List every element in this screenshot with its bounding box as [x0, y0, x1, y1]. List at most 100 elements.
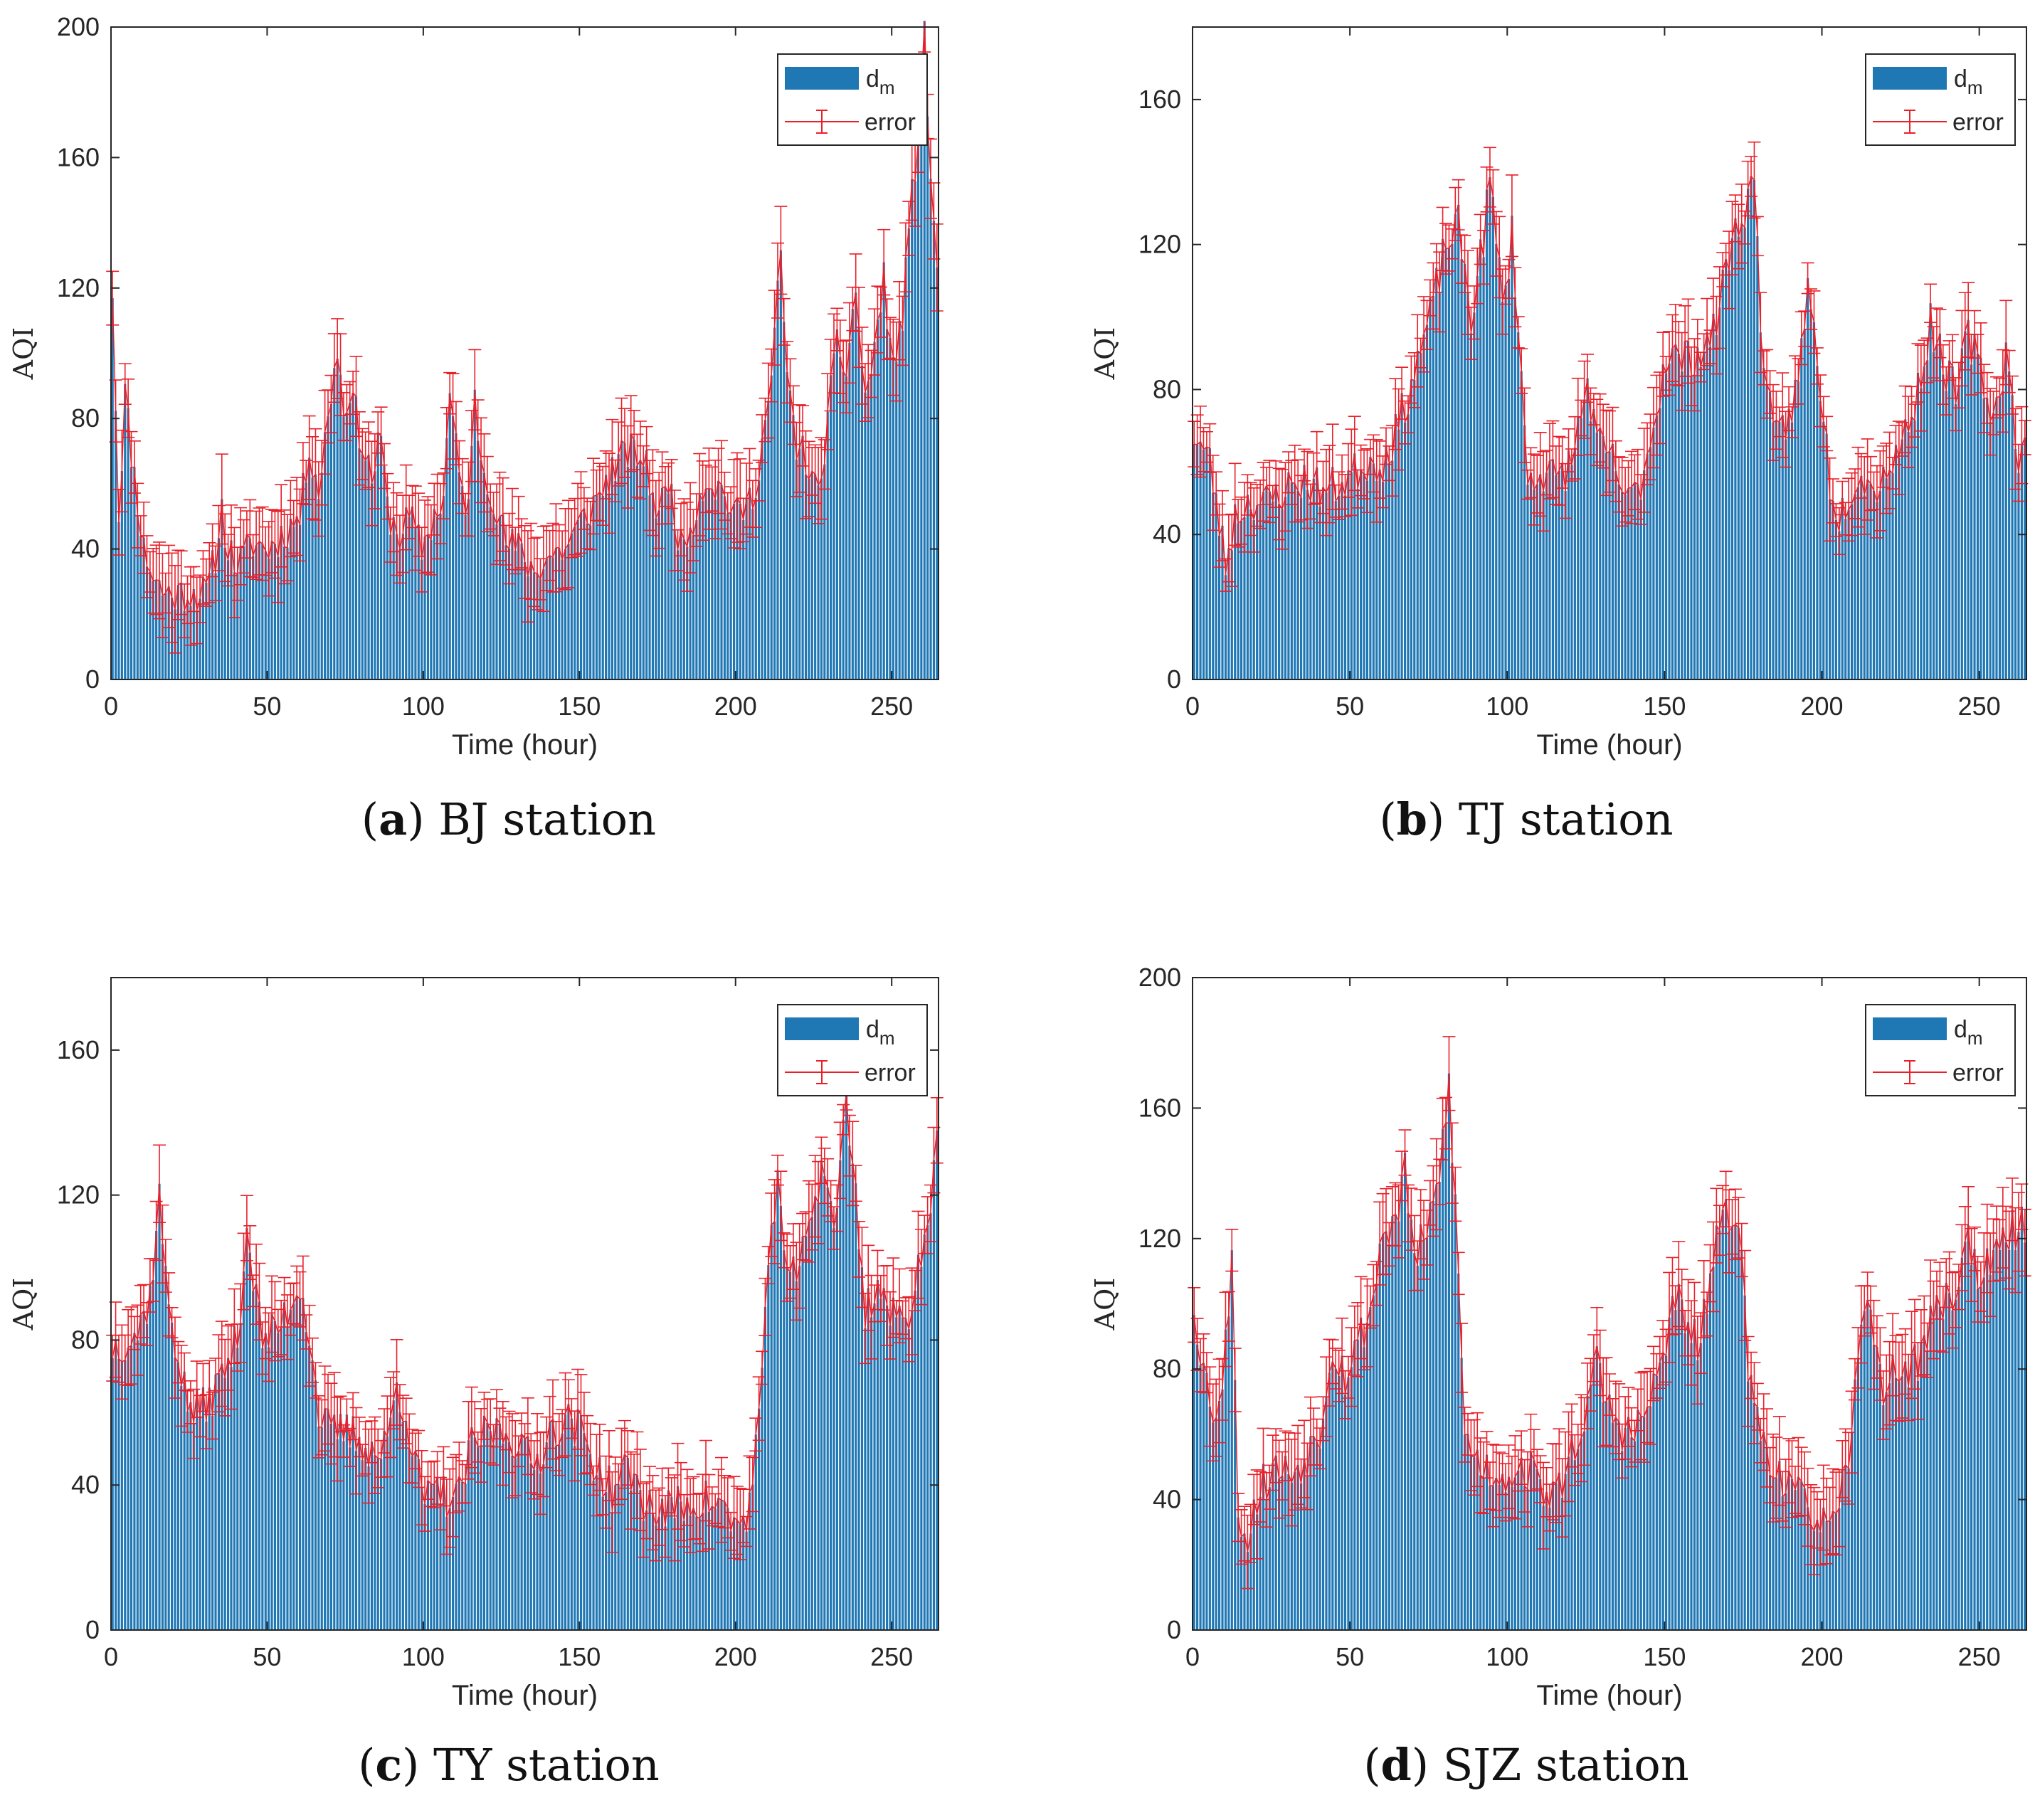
- error-bar: [255, 1321, 269, 1375]
- error-bar: [1622, 460, 1635, 517]
- error-bar: [1414, 1189, 1427, 1260]
- bar: [236, 1347, 239, 1630]
- error-bar: [1754, 1417, 1767, 1464]
- bar: [507, 1441, 511, 1630]
- caption-text: TJ station: [1458, 793, 1674, 845]
- bar: [2008, 1249, 2011, 1630]
- bar: [642, 1520, 645, 1630]
- error-bar: [1489, 211, 1503, 277]
- error-bar: [1646, 1345, 1660, 1402]
- error-bar: [322, 389, 335, 444]
- error-bar: [174, 1345, 188, 1427]
- error-bar: [509, 1419, 522, 1496]
- error-bar: [1622, 1387, 1635, 1447]
- bar: [1800, 338, 1803, 679]
- error-bar: [1984, 1232, 1997, 1317]
- bar: [686, 1497, 689, 1630]
- bar: [523, 1439, 527, 1630]
- bar: [1529, 472, 1533, 679]
- error-bar: [1540, 1466, 1553, 1518]
- error-bar: [1502, 258, 1516, 299]
- error-bar: [1414, 337, 1427, 369]
- bar: [886, 1305, 889, 1630]
- bar: [336, 359, 339, 679]
- bar: [702, 1513, 704, 1630]
- bar: [1737, 1227, 1740, 1630]
- bar: [1381, 1234, 1385, 1630]
- bar: [361, 454, 364, 679]
- bar: [770, 1224, 773, 1630]
- bar: [1536, 484, 1538, 679]
- error-bar: [1782, 1438, 1796, 1503]
- error-bar: [1650, 374, 1664, 456]
- error-bar: [1987, 1218, 2000, 1282]
- bar: [1278, 504, 1281, 679]
- bar: [1706, 332, 1708, 679]
- error-bar: [1873, 1327, 1887, 1401]
- error-bar: [1449, 1166, 1462, 1222]
- error-bar: [1650, 1353, 1664, 1399]
- bar: [305, 1332, 307, 1630]
- error-bar: [324, 1382, 338, 1465]
- bar: [1325, 492, 1328, 679]
- bar: [1234, 1380, 1237, 1630]
- error-bar: [1807, 1486, 1821, 1575]
- error-bar: [1496, 268, 1509, 335]
- bar: [270, 1313, 273, 1630]
- error-bar: [221, 534, 235, 587]
- bar: [1202, 1363, 1205, 1630]
- bar: [1819, 401, 1822, 679]
- legend-error-label: error: [865, 109, 916, 136]
- error-bar: [1848, 468, 1861, 519]
- bar: [1193, 444, 1195, 679]
- error-bar: [302, 1304, 316, 1387]
- error-bar: [727, 1476, 741, 1559]
- error-bar: [1477, 229, 1491, 285]
- error-bar: [1782, 386, 1796, 432]
- bar: [1740, 223, 1743, 680]
- bar: [533, 1469, 536, 1630]
- bar: [1542, 1506, 1545, 1630]
- error-bar: [1763, 1446, 1777, 1503]
- error-bar: [1606, 406, 1619, 482]
- error-bar: [487, 492, 500, 536]
- error-bar: [250, 510, 263, 581]
- bar: [361, 1460, 364, 1630]
- bar: [1822, 421, 1825, 679]
- error-bar: [1779, 411, 1792, 468]
- error-bar: [1624, 1407, 1638, 1468]
- bar: [714, 1508, 717, 1630]
- bar: [1844, 1465, 1847, 1630]
- error-bar: [1927, 1280, 1940, 1360]
- error-bar: [1738, 1249, 1752, 1341]
- bar: [623, 443, 626, 679]
- error-bar: [1367, 1264, 1380, 1327]
- error-bar: [1848, 1358, 1861, 1401]
- error-bar: [1310, 430, 1323, 504]
- bar: [470, 445, 473, 679]
- error-bar: [858, 363, 872, 423]
- error-bar: [259, 526, 273, 576]
- error-bar: [1493, 1451, 1506, 1518]
- error-bar: [265, 1275, 279, 1353]
- bar: [352, 1416, 354, 1630]
- bar: [1205, 447, 1208, 679]
- bar: [1992, 1249, 1995, 1630]
- bar: [1272, 501, 1274, 679]
- error-bar: [1845, 472, 1859, 536]
- bar: [1479, 1475, 1482, 1630]
- error-bar: [743, 1455, 756, 1530]
- error-bar: [184, 1380, 197, 1424]
- error-bar: [1272, 1439, 1286, 1519]
- error-bar: [1537, 450, 1550, 532]
- bar: [324, 1408, 327, 1630]
- bar: [1272, 1462, 1274, 1630]
- bar: [1429, 297, 1432, 679]
- error-bar: [771, 1154, 784, 1186]
- error-bar: [1291, 459, 1305, 523]
- bar: [1898, 1381, 1901, 1630]
- bar: [1725, 259, 1728, 679]
- bar: [642, 466, 645, 679]
- error-bar: [1880, 443, 1893, 514]
- bar: [492, 514, 495, 679]
